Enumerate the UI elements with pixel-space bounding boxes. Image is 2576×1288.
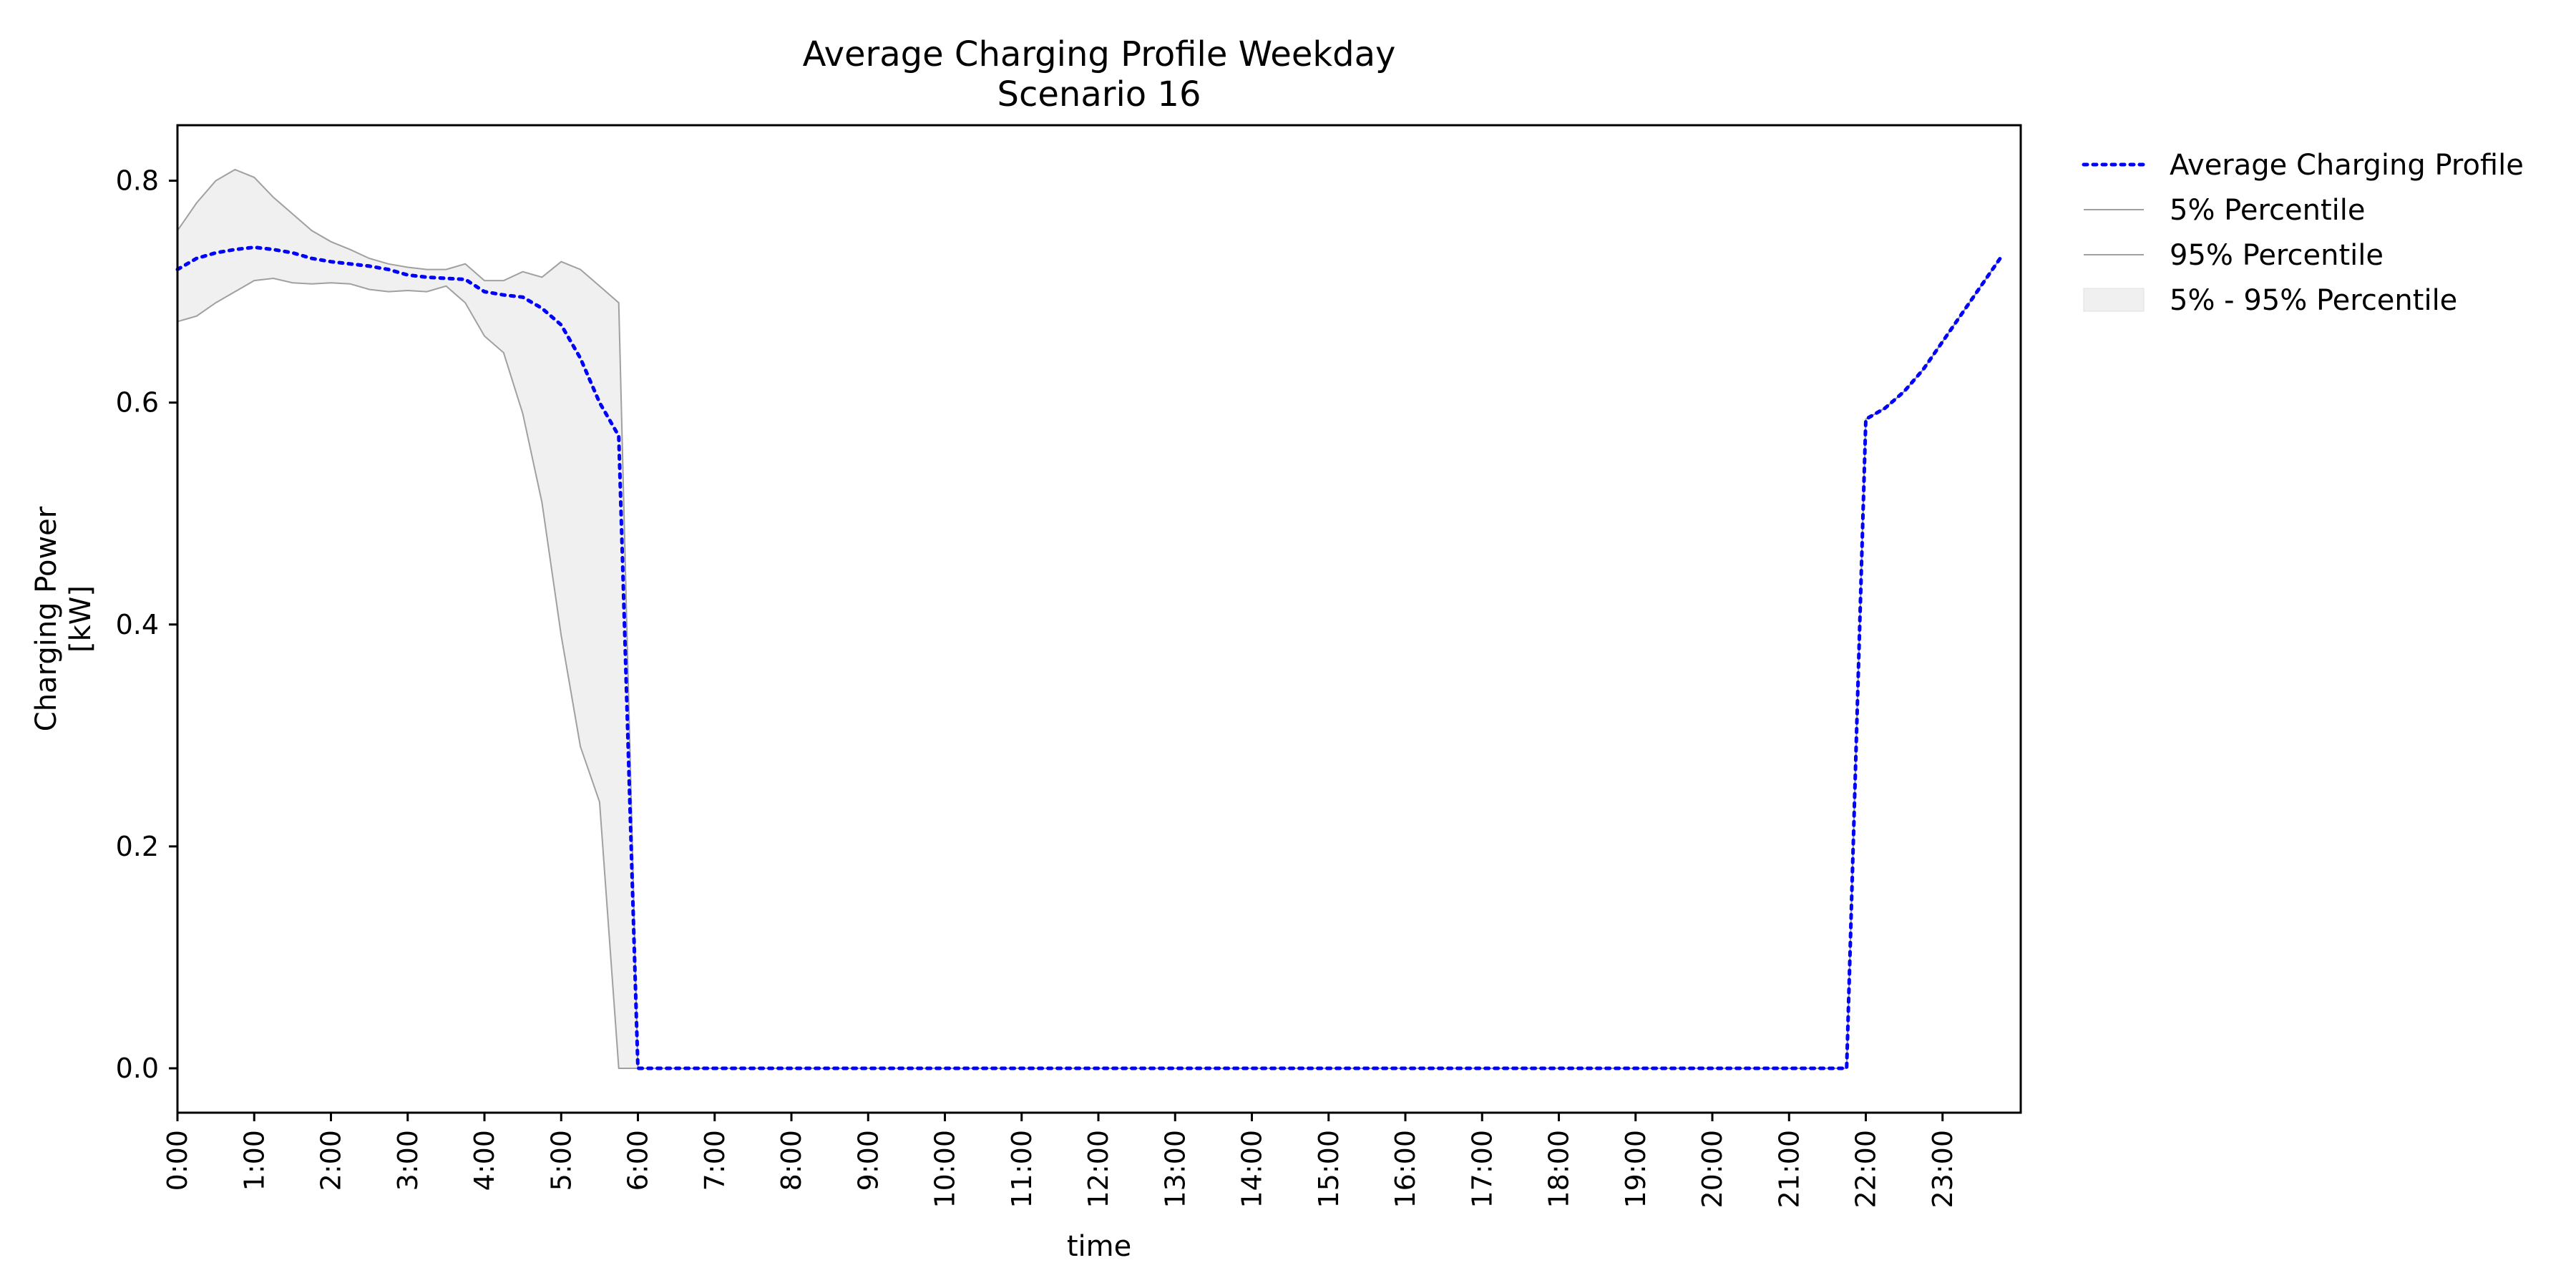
- y-tick-label: 0.6: [116, 387, 159, 419]
- x-tick-label: 4:00: [469, 1130, 500, 1191]
- x-tick-label: 14:00: [1236, 1130, 1268, 1209]
- x-tick-label: 21:00: [1773, 1130, 1805, 1209]
- x-tick-label: 12:00: [1083, 1130, 1114, 1209]
- y-axis-label: Charging Power: [30, 506, 63, 731]
- x-tick-label: 11:00: [1006, 1130, 1038, 1209]
- x-tick-label: 9:00: [852, 1130, 884, 1191]
- y-axis-unit: [kW]: [64, 585, 97, 653]
- legend-label-average: Average Charging Profile: [2170, 149, 2524, 182]
- x-tick-label: 1:00: [238, 1130, 270, 1191]
- x-tick-label: 5:00: [545, 1130, 577, 1191]
- x-tick-label: 22:00: [1850, 1130, 1882, 1209]
- chart-title: Average Charging Profile Weekday: [803, 34, 1396, 74]
- x-tick-label: 2:00: [316, 1130, 347, 1191]
- x-tick-label: 18:00: [1543, 1130, 1575, 1209]
- plot-area: [175, 168, 2002, 1070]
- x-tick-label: 3:00: [392, 1130, 424, 1191]
- x-axis-label: time: [1067, 1230, 1131, 1263]
- chart-subtitle: Scenario 16: [997, 74, 1201, 114]
- y-axis-label-group: Charging Power [kW]: [30, 506, 97, 731]
- series-line-average: [175, 245, 2002, 1070]
- x-tick-label: 23:00: [1927, 1130, 1958, 1209]
- legend-label-5-percentile: 5% Percentile: [2170, 194, 2366, 227]
- y-axis: 0.0 0.2 0.4 0.6 0.8: [116, 165, 177, 1084]
- y-tick-label: 0.4: [116, 609, 159, 640]
- x-tick-label: 15:00: [1313, 1130, 1345, 1209]
- y-tick-label: 0.8: [116, 165, 159, 197]
- x-tick-label: 20:00: [1697, 1130, 1728, 1209]
- x-tick-label: 0:00: [162, 1130, 193, 1191]
- series-line-5-percentile: [177, 258, 2001, 1069]
- x-tick-label: 8:00: [776, 1130, 807, 1191]
- x-tick-label: 13:00: [1159, 1130, 1191, 1209]
- legend-label-95-percentile: 95% Percentile: [2170, 239, 2384, 272]
- x-tick-label: 16:00: [1390, 1130, 1421, 1209]
- x-tick-label: 10:00: [930, 1130, 961, 1209]
- legend: Average Charging Profile 5% Percentile 9…: [2082, 149, 2524, 317]
- x-tick-label: 19:00: [1620, 1130, 1652, 1209]
- x-tick-label: 6:00: [623, 1130, 654, 1191]
- x-axis: 0:00 1:00 2:00 3:00 4:00 5:00 6:00 7:00 8:00 9:00…: [162, 1113, 1958, 1209]
- x-tick-label: 7:00: [699, 1130, 731, 1191]
- legend-label-band: 5% - 95% Percentile: [2170, 284, 2457, 317]
- percentile-band: [177, 170, 2001, 1068]
- x-tick-label: 17:00: [1466, 1130, 1498, 1209]
- legend-swatch-band: [2083, 288, 2145, 312]
- y-tick-label: 0.0: [116, 1053, 159, 1084]
- y-tick-label: 0.2: [116, 831, 159, 862]
- series-line-95-percentile: [177, 168, 2001, 1069]
